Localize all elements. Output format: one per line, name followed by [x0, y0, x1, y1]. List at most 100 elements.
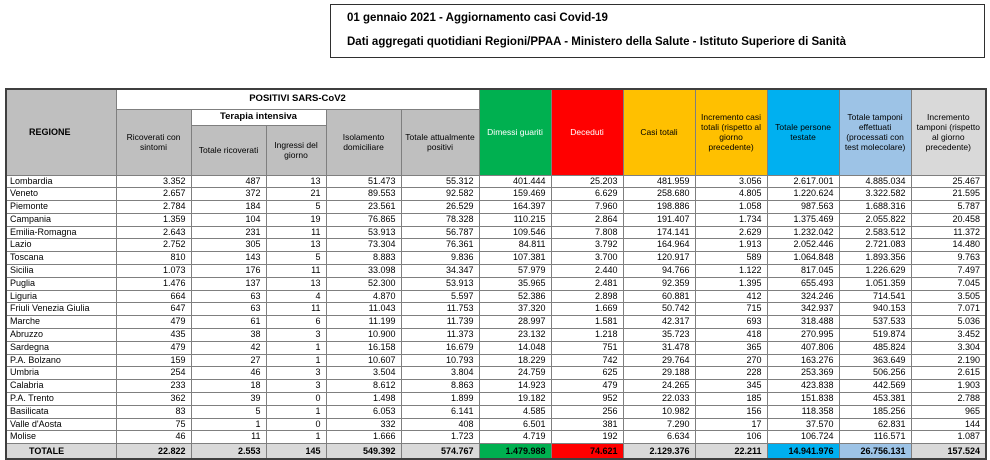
region-name: Sicilia	[5, 264, 117, 278]
region-name: Calabria	[5, 379, 117, 394]
region-row: Veneto 2.657 372 21 89.553 92.582 159.469 6.629…	[5, 187, 987, 202]
data-cell: 3.352	[115, 174, 192, 189]
data-cell: 151.838	[766, 392, 840, 406]
data-cell: 107.381	[478, 251, 552, 266]
data-cell: 106.724	[766, 430, 840, 445]
data-cell: 11.043	[325, 302, 402, 317]
data-cell: 1	[265, 353, 327, 368]
data-cell: 258.680	[622, 187, 696, 202]
data-cell: 11.199	[325, 315, 402, 330]
data-cell: 2.629	[694, 225, 768, 240]
data-cell: 2.657	[115, 187, 192, 202]
data-cell: 1	[265, 404, 327, 419]
data-cell: 174.141	[622, 225, 696, 240]
data-cell: 412	[694, 289, 768, 304]
data-cell: 1.893.356	[838, 251, 912, 266]
data-cell: 332	[325, 417, 402, 432]
data-cell: 2.190	[910, 353, 987, 368]
data-cell: 10.607	[325, 353, 402, 368]
data-cell: 1.359	[115, 212, 192, 227]
col-header-casi-totali: Casi totali	[622, 88, 696, 176]
data-cell: 57.979	[478, 264, 552, 278]
data-cell: 5.787	[910, 200, 987, 214]
data-cell: 110.215	[478, 212, 552, 227]
data-cell: 14.923	[478, 379, 552, 394]
data-cell: 519.874	[838, 328, 912, 342]
region-row: Umbria 254 46 3 3.504 3.804 24.759 625 29.188 228…	[5, 366, 987, 381]
region-row: Piemonte 2.784 184 5 23.561 26.529 164.397 7.96…	[5, 200, 987, 214]
report-subtitle: Dati aggregati quotidiani Regioni/PPAA -…	[347, 36, 847, 48]
data-cell: 143	[190, 251, 267, 266]
data-cell: 2.615	[910, 366, 987, 381]
region-name: Liguria	[5, 289, 117, 304]
table-header: REGIONE POSITIVI SARS-CoV2 Dimessi guari…	[5, 88, 987, 176]
totale-value-cell: 145	[265, 443, 327, 460]
data-cell: 2.898	[550, 289, 624, 304]
data-cell: 1.498	[325, 392, 402, 406]
data-cell: 73.304	[325, 238, 402, 253]
totale-value-cell: 549.392	[325, 443, 402, 460]
data-cell: 408	[400, 417, 480, 432]
region-name: Umbria	[5, 366, 117, 381]
data-cell: 362	[115, 392, 192, 406]
col-header-totale-attualmente-positivi: Totale attualmente positivi	[400, 108, 480, 176]
data-cell: 75	[115, 417, 192, 432]
data-cell: 29.764	[622, 353, 696, 368]
data-cell: 442.569	[838, 379, 912, 394]
data-cell: 485.824	[838, 340, 912, 355]
data-cell: 120.917	[622, 251, 696, 266]
data-cell: 11	[265, 225, 327, 240]
totale-value-cell: 26.756.131	[838, 443, 912, 460]
data-cell: 13	[265, 174, 327, 189]
data-cell: 76.865	[325, 212, 402, 227]
data-cell: 198.886	[622, 200, 696, 214]
data-cell: 1.476	[115, 276, 192, 291]
region-name: P.A. Trento	[5, 392, 117, 406]
data-cell: 270	[694, 353, 768, 368]
region-name: Emilia-Romagna	[5, 225, 117, 240]
region-name: Campania	[5, 212, 117, 227]
region-name: Toscana	[5, 251, 117, 266]
data-cell: 3.452	[910, 328, 987, 342]
region-name: Valle d'Aosta	[5, 417, 117, 432]
data-cell: 11	[265, 302, 327, 317]
data-cell: 2.788	[910, 392, 987, 406]
data-cell: 191.407	[622, 212, 696, 227]
region-row: Liguria 664 63 4 4.870 5.597 52.386 2.898 60.881…	[5, 289, 987, 304]
data-cell: 1.734	[694, 212, 768, 227]
data-cell: 6.053	[325, 404, 402, 419]
data-cell: 3.304	[910, 340, 987, 355]
data-cell: 13	[265, 238, 327, 253]
data-cell: 401.444	[478, 174, 552, 189]
data-cell: 62.831	[838, 417, 912, 432]
data-cell: 16.679	[400, 340, 480, 355]
data-cell: 106	[694, 430, 768, 445]
region-name: Piemonte	[5, 200, 117, 214]
region-name: Molise	[5, 430, 117, 445]
data-cell: 19	[265, 212, 327, 227]
data-cell: 159.469	[478, 187, 552, 202]
region-name: Marche	[5, 315, 117, 330]
data-cell: 11	[190, 430, 267, 445]
data-cell: 305	[190, 238, 267, 253]
data-cell: 13	[265, 276, 327, 291]
report-header-box: 01 gennaio 2021 - Aggiornamento casi Cov…	[330, 4, 985, 58]
data-cell: 7.808	[550, 225, 624, 240]
data-cell: 2.055.822	[838, 212, 912, 227]
data-cell: 6	[265, 315, 327, 330]
covid-data-table: REGIONE POSITIVI SARS-CoV2 Dimessi guari…	[5, 88, 988, 460]
data-cell: 35.723	[622, 328, 696, 342]
data-cell: 16.158	[325, 340, 402, 355]
region-row: Valle d'Aosta 75 1 0 332 408 6.501 381 7.290 17 37…	[5, 417, 987, 432]
data-cell: 109.546	[478, 225, 552, 240]
data-cell: 33.098	[325, 264, 402, 278]
data-cell: 479	[550, 379, 624, 394]
data-cell: 3.804	[400, 366, 480, 381]
data-cell: 506.256	[838, 366, 912, 381]
data-cell: 118.358	[766, 404, 840, 419]
data-cell: 61	[190, 315, 267, 330]
data-cell: 42	[190, 340, 267, 355]
data-cell: 20.458	[910, 212, 987, 227]
data-cell: 253.369	[766, 366, 840, 381]
data-cell: 8.883	[325, 251, 402, 266]
